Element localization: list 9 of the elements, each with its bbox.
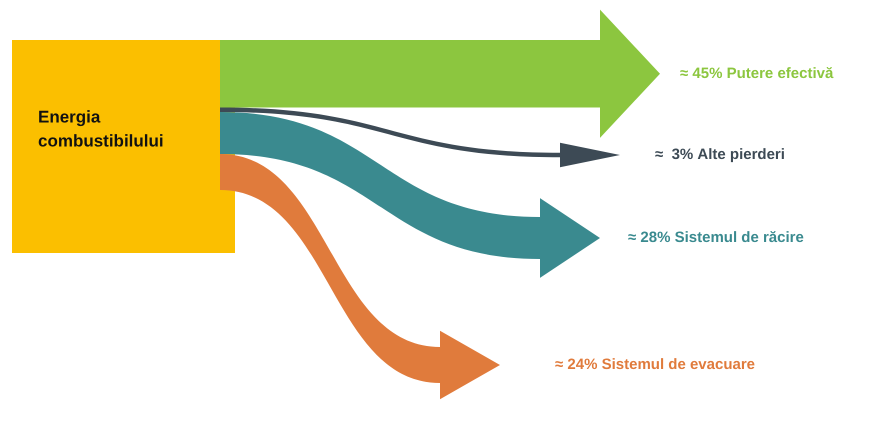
data-label: ≈ 45% [680, 64, 722, 82]
data-label: ≈ 24% [555, 356, 598, 374]
data-label: ≈ 28% [628, 229, 670, 246]
category-label: Alte pierderi [697, 146, 785, 164]
data-label: ≈ 3% [655, 146, 694, 164]
category-label: Sistemul de evacuare [602, 356, 756, 374]
category-label: Sistemul de răcire [674, 229, 804, 246]
text: Energia combustibilului [38, 108, 164, 151]
category-label: Putere efectivă [726, 64, 834, 82]
